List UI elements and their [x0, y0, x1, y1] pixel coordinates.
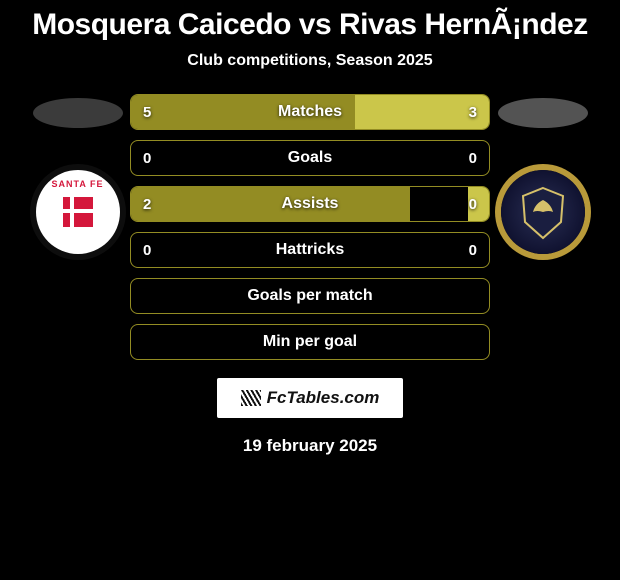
- country-ellipse-left: [33, 98, 123, 128]
- stat-value-left: 0: [143, 233, 151, 267]
- page-title: Mosquera Caicedo vs Rivas HernÃ¡ndez: [0, 0, 620, 42]
- team-logo-left: SANTA FE: [36, 170, 120, 254]
- stat-value-right: 0: [469, 187, 477, 221]
- team-logo-left-text: SANTA FE: [52, 179, 104, 189]
- stat-value-right: 0: [469, 233, 477, 267]
- chart-icon: [241, 390, 261, 406]
- stat-value-right: 3: [469, 95, 477, 129]
- stat-value-left: 0: [143, 141, 151, 175]
- side-left: SANTA FE: [25, 88, 130, 360]
- country-ellipse-right: [498, 98, 588, 128]
- stat-row: Goals per match: [130, 278, 490, 314]
- stats-bars: Matches53Goals00Assists20Hattricks00Goal…: [130, 88, 490, 360]
- brand-badge: FcTables.com: [217, 378, 404, 418]
- team-logo-right: [501, 170, 585, 254]
- stat-label: Goals: [131, 141, 489, 175]
- stat-label: Matches: [131, 95, 489, 129]
- footer: FcTables.com 19 february 2025: [0, 378, 620, 456]
- stat-value-left: 5: [143, 95, 151, 129]
- page-subtitle: Club competitions, Season 2025: [0, 42, 620, 88]
- stat-label: Assists: [131, 187, 489, 221]
- stat-value-left: 2: [143, 187, 151, 221]
- stat-row: Assists2 0: [130, 186, 490, 222]
- stat-row: Hattricks0 0: [130, 232, 490, 268]
- date-text: 19 february 2025: [243, 436, 377, 456]
- stat-value-right: 0: [469, 141, 477, 175]
- stat-label: Min per goal: [131, 325, 489, 359]
- stat-label: Hattricks: [131, 233, 489, 267]
- shield-icon: [513, 182, 573, 242]
- stat-row: Min per goal: [130, 324, 490, 360]
- flag-icon: [53, 187, 103, 237]
- stat-row: Goals0 0: [130, 140, 490, 176]
- compare-container: SANTA FE Matches53Goals00Assists20Hattri…: [0, 88, 620, 360]
- brand-text: FcTables.com: [267, 388, 380, 408]
- stat-row: Matches5 3: [130, 94, 490, 130]
- stat-label: Goals per match: [131, 279, 489, 313]
- side-right: [490, 88, 595, 360]
